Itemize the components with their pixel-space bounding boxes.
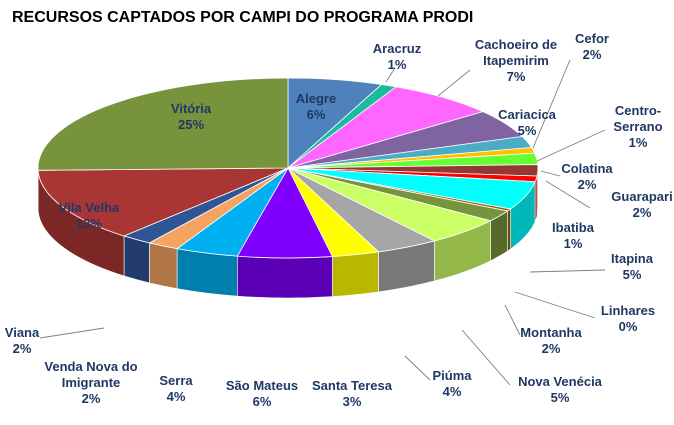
leader-line-piuma [404,355,431,381]
slice-label-piuma: Piúma 4% [432,368,472,399]
slice-side-sao-mateus [236,255,333,299]
leader-line-cefor [532,59,571,149]
slice-side-venda-nova-do-imigrante [149,242,178,290]
slice-label-alegre: Alegre 6% [296,91,336,122]
leader-line-cachoeiro-de-itapemirim [437,69,471,97]
slice-label-colatina: Colatina 2% [561,161,613,192]
leader-line-viana [39,327,105,339]
leader-line-centro-serrano [536,129,606,162]
slice-side-linhares [507,208,511,252]
slice-label-cachoeiro-de-itapemirim: Cachoeiro de Itapemirim 7% [475,37,557,84]
slice-label-ibatiba: Ibatiba 1% [552,220,595,251]
leader-line-aracruz [385,67,396,83]
slice-label-cefor: Cefor 2% [575,31,609,62]
leader-line-guarapari [545,180,591,209]
slice-label-cariacica: Cariacica 5% [498,107,557,138]
slice-label-nova-venecia: Nova Venécia 5% [518,374,603,405]
slice-label-venda-nova-do-imigrante: Venda Nova do Imigrante 2% [44,359,137,406]
slice-side-viana [123,235,150,284]
slice-label-centro-serrano: Centro-Serrano 1% [613,103,662,150]
slice-label-guarapari: Guarapari 2% [611,189,672,220]
slice-label-linhares: Linhares 0% [601,303,655,334]
slice-label-vila-velha: Vila Velha 13% [59,200,120,231]
slice-vila-velha [37,167,289,237]
slice-label-montanha: Montanha 2% [520,325,582,356]
leader-lines [39,59,606,386]
slice-label-santa-teresa: Santa Teresa 3% [312,378,393,409]
slice-label-itapina: Itapina 5% [611,251,654,282]
slice-labels: Alegre 6% Aracruz 1% Cachoeiro de Itapemirim 7… [5,31,673,409]
slice-label-vitoria: Vitória 25% [171,101,212,132]
leader-line-nova-venecia [461,329,511,386]
chart-title: RECURSOS CAPTADOS POR CAMPI DO PROGRAMA … [12,9,473,26]
slice-label-serra: Serra 4% [159,373,193,404]
leader-line-montanha [504,304,521,336]
slice-label-aracruz: Aracruz 1% [373,41,422,72]
leader-line-itapina [529,269,606,273]
leader-line-colatina [540,170,561,177]
leader-line-linhares [514,291,596,319]
pie-sides [37,167,539,299]
pie-slices [37,77,539,259]
slice-cachoeiro-de-itapemirim [287,86,485,169]
slice-label-viana: Viana 2% [5,325,40,356]
slice-label-sao-mateus: São Mateus 6% [226,378,298,409]
slice-side-santa-teresa [332,251,379,297]
slice-vitoria [37,77,289,171]
